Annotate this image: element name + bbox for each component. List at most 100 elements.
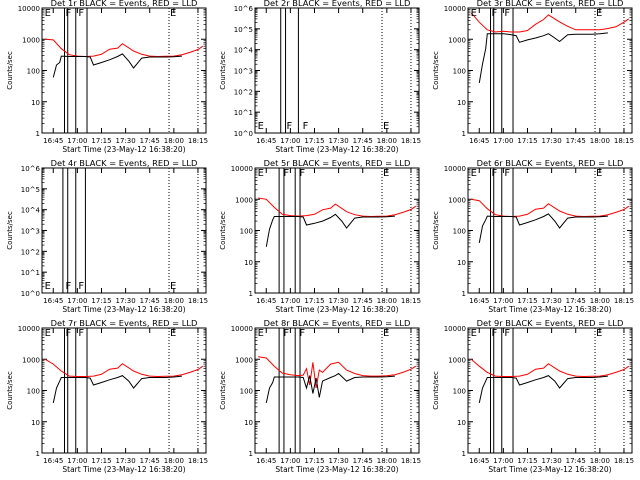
y-tick-label: 1000 [235, 196, 253, 204]
y-tick-label: 10 [31, 419, 40, 427]
y-tick-label: 1000 [22, 356, 40, 364]
chart-title: Det 4r BLACK = Events, RED = LLD [51, 160, 198, 168]
x-tick-label: 17:30 [542, 137, 562, 145]
x-tick-label: 16:45 [256, 137, 276, 145]
chart-title: Det 8r BLACK = Events, RED = LLD [264, 320, 411, 328]
y-tick-label: 10000 [231, 325, 253, 333]
x-tick-label: 17:00 [493, 457, 513, 465]
x-axis-label: Start Time (23-May-12 16:38:20) [275, 465, 398, 474]
y-tick-label: 1 [249, 290, 253, 298]
y-tick-label: 10^5 [234, 26, 253, 34]
marker-label: E [170, 281, 176, 292]
chart-title: Det 5r BLACK = Events, RED = LLD [264, 160, 411, 168]
chart-title: Det 7r BLACK = Events, RED = LLD [51, 320, 198, 328]
chart-panel-2: Det 2r BLACK = Events, RED = LLD 10^0 10^1… [219, 0, 421, 154]
y-axis-label: Counts/sec [432, 371, 440, 410]
x-tick-label: 17:30 [116, 137, 136, 145]
chart-title: Det 1r BLACK = Events, RED = LLD [51, 0, 198, 8]
x-axis-label: Start Time (23-May-12 16:38:20) [62, 145, 185, 154]
marker-label: F [299, 168, 305, 179]
chart-title: Det 6r BLACK = Events, RED = LLD [477, 160, 624, 168]
plot-frame [254, 7, 420, 134]
x-tick-label: 17:15 [517, 137, 537, 145]
x-tick-label: 18:15 [401, 297, 421, 305]
x-axis-label: Start Time (23-May-12 16:38:20) [488, 305, 611, 314]
y-tick-label: 1000 [448, 356, 466, 364]
x-tick-label: 18:00 [377, 137, 397, 145]
x-tick-label: 17:45 [140, 297, 160, 305]
y-tick-label: 1 [462, 450, 466, 458]
x-tick-label: 18:00 [164, 457, 184, 465]
y-tick-label: 1000 [22, 36, 40, 44]
marker-label: F [492, 328, 498, 339]
x-tick-label: 17:00 [280, 137, 300, 145]
x-tick-label: 18:15 [401, 457, 421, 465]
y-tick-label: 100 [240, 228, 253, 236]
y-tick-label: 1 [462, 290, 466, 298]
series-line-1 [258, 197, 417, 218]
y-tick-label: 10000 [444, 165, 466, 173]
y-axis-label: Counts/sec [6, 211, 14, 250]
x-axis-label: Start Time (23-May-12 16:38:20) [488, 465, 611, 474]
x-tick-label: 18:00 [590, 297, 610, 305]
y-tick-label: 100 [27, 68, 40, 76]
marker-label: E [596, 168, 602, 179]
x-tick-label: 17:00 [67, 297, 87, 305]
marker-label: F [66, 328, 72, 339]
series-line-2 [52, 375, 182, 404]
y-tick-label: 100 [453, 228, 466, 236]
marker-label: E [383, 121, 389, 132]
x-tick-label: 16:45 [256, 457, 276, 465]
x-tick-label: 18:15 [614, 297, 634, 305]
x-tick-label: 18:15 [188, 137, 208, 145]
marker-label: F [504, 8, 510, 19]
x-tick-label: 17:30 [116, 457, 136, 465]
chart-panel-7: Det 7r BLACK = Events, RED = LLD 1 10 100 10… [6, 320, 208, 474]
y-axis-label: Counts/sec [219, 211, 227, 250]
y-tick-label: 100 [240, 388, 253, 396]
y-tick-label: 10 [457, 419, 466, 427]
marker-label: F [283, 328, 289, 339]
series-line-2 [478, 375, 608, 404]
y-axis-label: Counts/sec [6, 371, 14, 410]
x-tick-label: 17:45 [566, 137, 586, 145]
x-tick-label: 18:00 [377, 297, 397, 305]
x-axis-label: Start Time (23-May-12 16:38:20) [275, 145, 398, 154]
y-tick-label: 100 [453, 68, 466, 76]
y-tick-label: 10 [244, 419, 253, 427]
x-axis-label: Start Time (23-May-12 16:38:20) [62, 465, 185, 474]
chart-panel-6: Det 6r BLACK = Events, RED = LLD 1 10 100 10… [432, 160, 634, 314]
y-tick-label: 1000 [235, 356, 253, 364]
y-tick-label: 10 [31, 99, 40, 107]
plot-frame [467, 7, 633, 134]
x-axis-label: Start Time (23-May-12 16:38:20) [275, 305, 398, 314]
y-tick-label: 10 [457, 259, 466, 267]
marker-label: F [78, 328, 84, 339]
y-tick-label: 10^2 [21, 248, 40, 256]
x-tick-label: 17:45 [353, 137, 373, 145]
x-tick-label: 17:45 [566, 297, 586, 305]
x-tick-label: 17:45 [140, 137, 160, 145]
marker-label: E [471, 328, 477, 339]
x-tick-label: 16:45 [43, 457, 63, 465]
y-tick-label: 10000 [18, 325, 40, 333]
marker-label: F [303, 121, 309, 132]
x-tick-label: 17:00 [493, 297, 513, 305]
marker-label: E [258, 121, 264, 132]
marker-label: E [258, 328, 264, 339]
series-line-1 [258, 356, 417, 389]
chart-title: Det 2r BLACK = Events, RED = LLD [264, 0, 411, 8]
y-tick-label: 1000 [448, 36, 466, 44]
y-tick-label: 1000 [448, 196, 466, 204]
y-tick-label: 10 [457, 99, 466, 107]
marker-label: E [383, 328, 389, 339]
x-tick-label: 17:30 [116, 297, 136, 305]
marker-label: F [492, 168, 498, 179]
x-tick-label: 17:00 [67, 457, 87, 465]
series-line-2 [478, 213, 608, 243]
marker-label: F [287, 121, 293, 132]
y-tick-label: 10 [244, 259, 253, 267]
y-tick-label: 10^2 [234, 88, 253, 96]
marker-label: F [78, 8, 84, 19]
